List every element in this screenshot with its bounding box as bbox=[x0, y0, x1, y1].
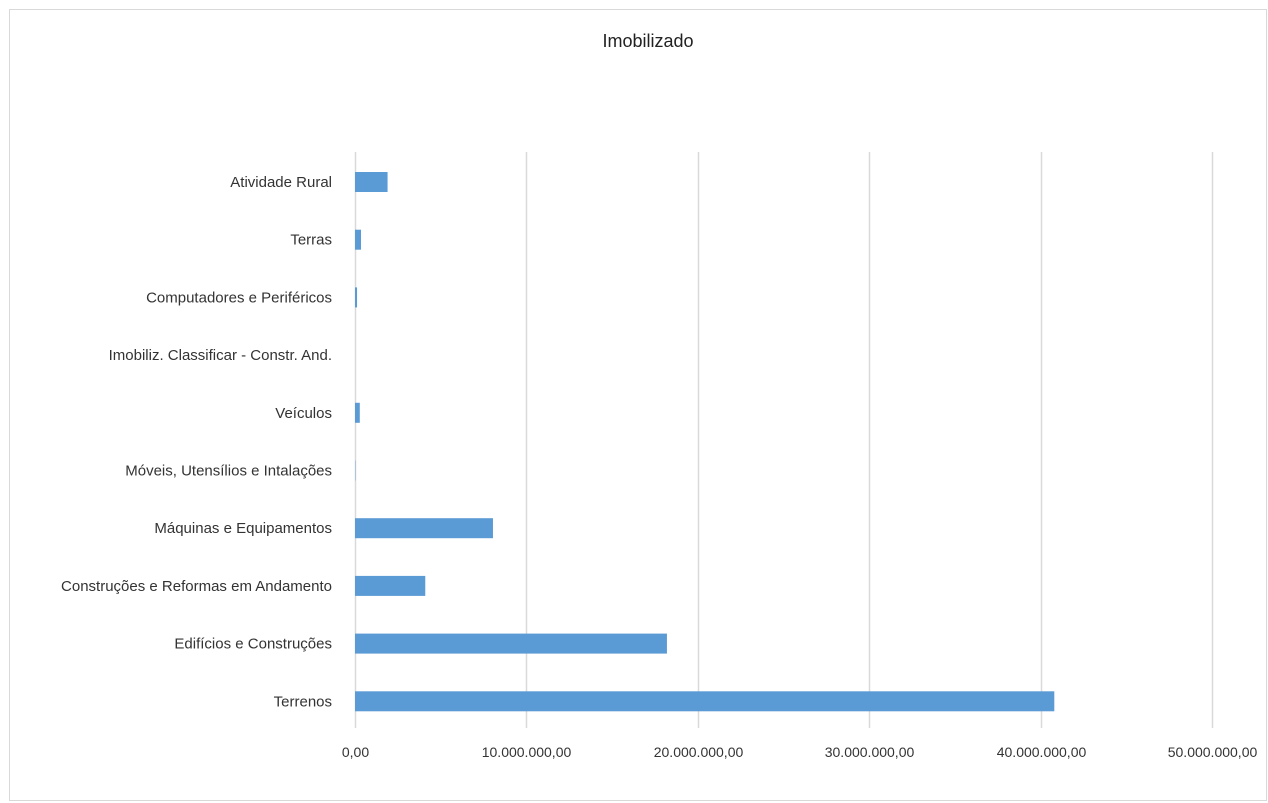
category-label: Móveis, Utensílios e Intalações bbox=[125, 463, 332, 480]
bar bbox=[355, 575, 426, 596]
category-label: Construções e Reformas em Andamento bbox=[61, 578, 332, 595]
bars bbox=[355, 172, 1055, 712]
x-tick-label: 20.000.000,00 bbox=[654, 744, 744, 760]
bar bbox=[355, 172, 388, 192]
category-labels: Atividade Rural Terras Computadores e Peri… bbox=[61, 174, 332, 710]
chart-title: Imobilizado bbox=[602, 31, 693, 51]
category-label: Atividade Rural bbox=[230, 174, 332, 191]
x-axis-tick-labels: 0,00 10.000.000,00 20.000.000,00 30.000.000… bbox=[342, 744, 1258, 760]
category-label: Máquinas e Equipamentos bbox=[154, 520, 332, 537]
bar bbox=[355, 229, 361, 250]
bar bbox=[355, 287, 358, 308]
x-tick-label: 40.000.000,00 bbox=[997, 744, 1087, 760]
bar bbox=[355, 633, 667, 654]
x-tick-label: 0,00 bbox=[342, 744, 369, 760]
bar bbox=[355, 691, 1055, 712]
category-label: Terras bbox=[290, 232, 332, 249]
category-label: Edifícios e Construções bbox=[174, 636, 332, 653]
x-tick-label: 10.000.000,00 bbox=[482, 744, 572, 760]
x-tick-label: 30.000.000,00 bbox=[825, 744, 915, 760]
bar bbox=[355, 402, 360, 423]
category-label: Imobiliz. Classificar - Constr. And. bbox=[109, 347, 332, 364]
x-tick-label: 50.000.000,00 bbox=[1168, 744, 1258, 760]
chart-frame bbox=[9, 9, 1267, 801]
category-label: Computadores e Periféricos bbox=[146, 289, 332, 306]
bar bbox=[355, 518, 493, 539]
category-label: Veículos bbox=[275, 405, 332, 422]
category-label: Terrenos bbox=[274, 693, 332, 710]
